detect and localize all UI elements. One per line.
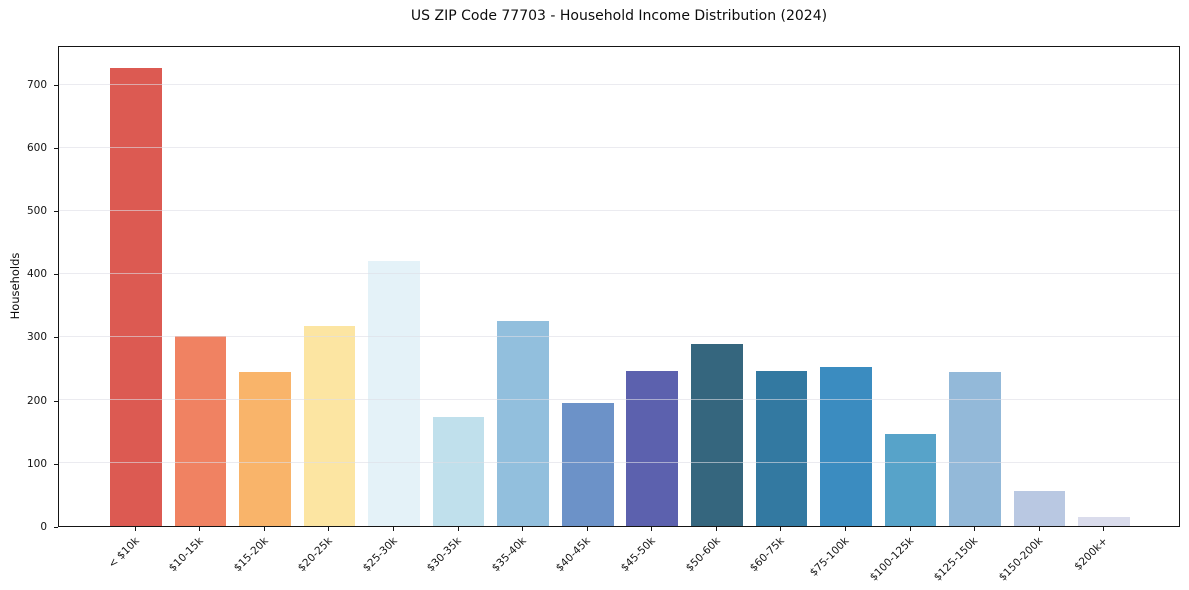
x-tick-label: < $10k [105,535,142,571]
y-tick-label: 0 [40,521,47,533]
bar [1078,516,1130,526]
bar [1013,491,1066,526]
y-tick-mark [54,527,58,528]
y-tick-label: 200 [26,394,47,407]
y-tick-mark [54,147,58,149]
y-tick-mark [54,274,58,276]
bar [497,321,549,526]
bar [174,335,227,526]
x-tick-mark [974,527,976,531]
bar [691,344,743,526]
bar [626,371,679,526]
bar [820,367,872,526]
bar [949,372,1001,526]
x-tick-label: $75-100k [807,535,852,579]
bar [432,417,485,526]
x-tick-label: $100-125k [867,535,916,584]
x-tick-label: $125-150k [932,535,981,584]
x-tick-label: $30-35k [424,535,465,575]
x-tick-mark [199,527,201,531]
gridline [59,336,1179,338]
gridline [59,210,1179,212]
y-tick-mark [54,400,58,402]
x-tick-label: $25-30k [360,535,400,575]
x-tick-mark [393,527,395,531]
x-tick-label: $35-40k [489,535,529,575]
plot-area [58,46,1180,527]
x-tick-mark [651,527,653,531]
gridline [59,273,1179,275]
bar [303,325,356,526]
x-tick-mark [1038,527,1040,531]
x-tick-mark [715,527,717,531]
gridline [59,147,1179,149]
x-tick-label: $40-45k [554,535,594,575]
x-tick-label: $150-200k [996,535,1046,584]
x-tick-mark [780,527,782,531]
y-tick-mark [54,84,58,86]
x-tick-mark [909,527,911,531]
bar [110,68,162,526]
gridline [59,399,1179,401]
y-tick-label: 300 [26,331,47,344]
y-tick-label: 600 [26,141,47,154]
x-tick-mark [263,527,265,531]
gridline [59,462,1179,464]
y-tick-label: 700 [26,78,47,91]
y-tick-label: 500 [26,204,47,217]
y-axis-label: Households [8,252,22,320]
x-tick-mark [328,527,330,531]
x-tick-mark [457,527,459,531]
y-tick-mark [54,463,58,465]
bar [239,372,291,526]
chart-title: US ZIP Code 77703 - Household Income Dis… [410,8,828,24]
x-tick-label: $10-15k [166,535,206,575]
y-tick-mark [54,210,58,212]
x-tick-mark [844,527,846,531]
x-tick-mark [586,527,588,531]
gridline [59,84,1179,86]
bar [884,434,937,526]
x-tick-label: $200k+ [1071,535,1110,573]
bar [755,371,808,526]
x-tick-label: $60-75k [747,535,787,575]
x-tick-label: $20-25k [295,535,335,575]
x-tick-label: $45-50k [618,535,658,575]
y-tick-label: 100 [26,457,47,470]
bar [561,403,614,526]
x-tick-label: $15-20k [231,535,271,575]
x-tick-mark [134,527,136,531]
x-tick-mark [1103,527,1105,531]
y-tick-mark [54,337,58,339]
x-tick-label: $50-60k [683,535,723,575]
y-tick-label: 400 [26,268,47,281]
x-tick-mark [522,527,524,531]
bar [368,261,420,526]
